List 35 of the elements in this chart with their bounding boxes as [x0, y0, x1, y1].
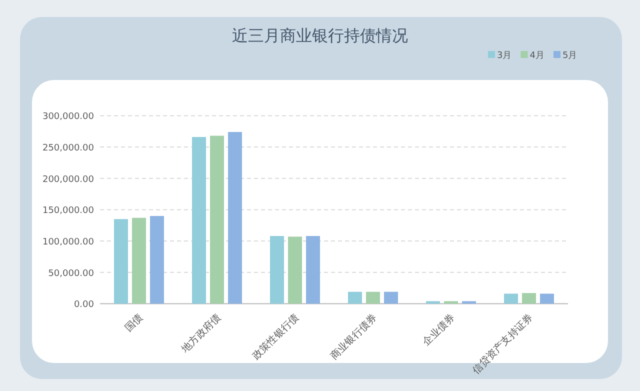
y-tick-label: 200,000.00	[42, 174, 94, 185]
legend-label: 3月	[497, 51, 512, 61]
bar	[270, 236, 284, 304]
y-tick-label: 0.00	[74, 300, 94, 310]
bar	[462, 301, 476, 304]
bar	[504, 294, 518, 304]
bar	[384, 292, 398, 304]
x-tick-label: 政策性银行债	[250, 311, 302, 362]
bar	[522, 293, 536, 304]
bar	[114, 219, 128, 304]
y-tick-label: 300,000.00	[42, 112, 94, 122]
bar	[210, 136, 224, 304]
bar	[288, 236, 302, 304]
chart-title: 近三月商业银行持债情况	[232, 26, 408, 45]
y-tick-label: 150,000.00	[42, 206, 94, 216]
x-tick-label: 地方政府债	[178, 311, 224, 356]
x-tick-label: 商业银行债券	[328, 311, 380, 362]
bar	[306, 236, 320, 304]
bar	[132, 218, 146, 304]
bar	[150, 216, 164, 304]
x-tick-label: 企业债券	[420, 311, 458, 348]
y-tick-label: 100,000.00	[42, 238, 94, 248]
bar	[228, 132, 242, 304]
bar	[366, 292, 380, 304]
bar	[192, 137, 206, 304]
bar	[426, 301, 440, 304]
bar	[540, 294, 554, 304]
x-tick-label: 信贷资产支持证券	[470, 311, 536, 376]
bar	[444, 301, 458, 304]
y-tick-label: 250,000.00	[42, 144, 94, 154]
y-tick-label: 50,000.00	[48, 268, 94, 279]
legend-label: 4月	[530, 51, 544, 61]
legend-label: 5月	[562, 51, 578, 61]
x-tick-label: 国债	[123, 312, 146, 334]
bar	[348, 292, 362, 304]
